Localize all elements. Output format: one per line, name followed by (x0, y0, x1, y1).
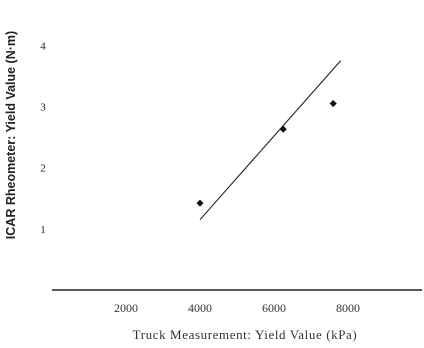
trend-line (199, 60, 342, 221)
y-tick-label: 4 (40, 40, 46, 52)
y-tick-labels: 1 2 3 4 (40, 40, 46, 235)
y-tick-label: 1 (40, 224, 46, 236)
plot-area (196, 60, 342, 221)
x-axis-title: Truck Measurement: Yield Value (kPa) (133, 327, 358, 342)
y-tick-label: 2 (40, 163, 46, 175)
y-axis-title: ICAR Rheometer: Yield Value (N·m) (4, 31, 18, 239)
x-tick-label: 6000 (262, 301, 286, 315)
data-point (196, 199, 204, 207)
y-tick-label: 3 (40, 102, 46, 114)
x-tick-label: 8000 (336, 301, 360, 315)
x-tick-labels: 2000 4000 6000 8000 (114, 301, 360, 315)
data-point (279, 125, 287, 133)
data-point (329, 99, 337, 108)
x-tick-label: 4000 (188, 301, 212, 315)
x-tick-label: 2000 (114, 301, 138, 315)
